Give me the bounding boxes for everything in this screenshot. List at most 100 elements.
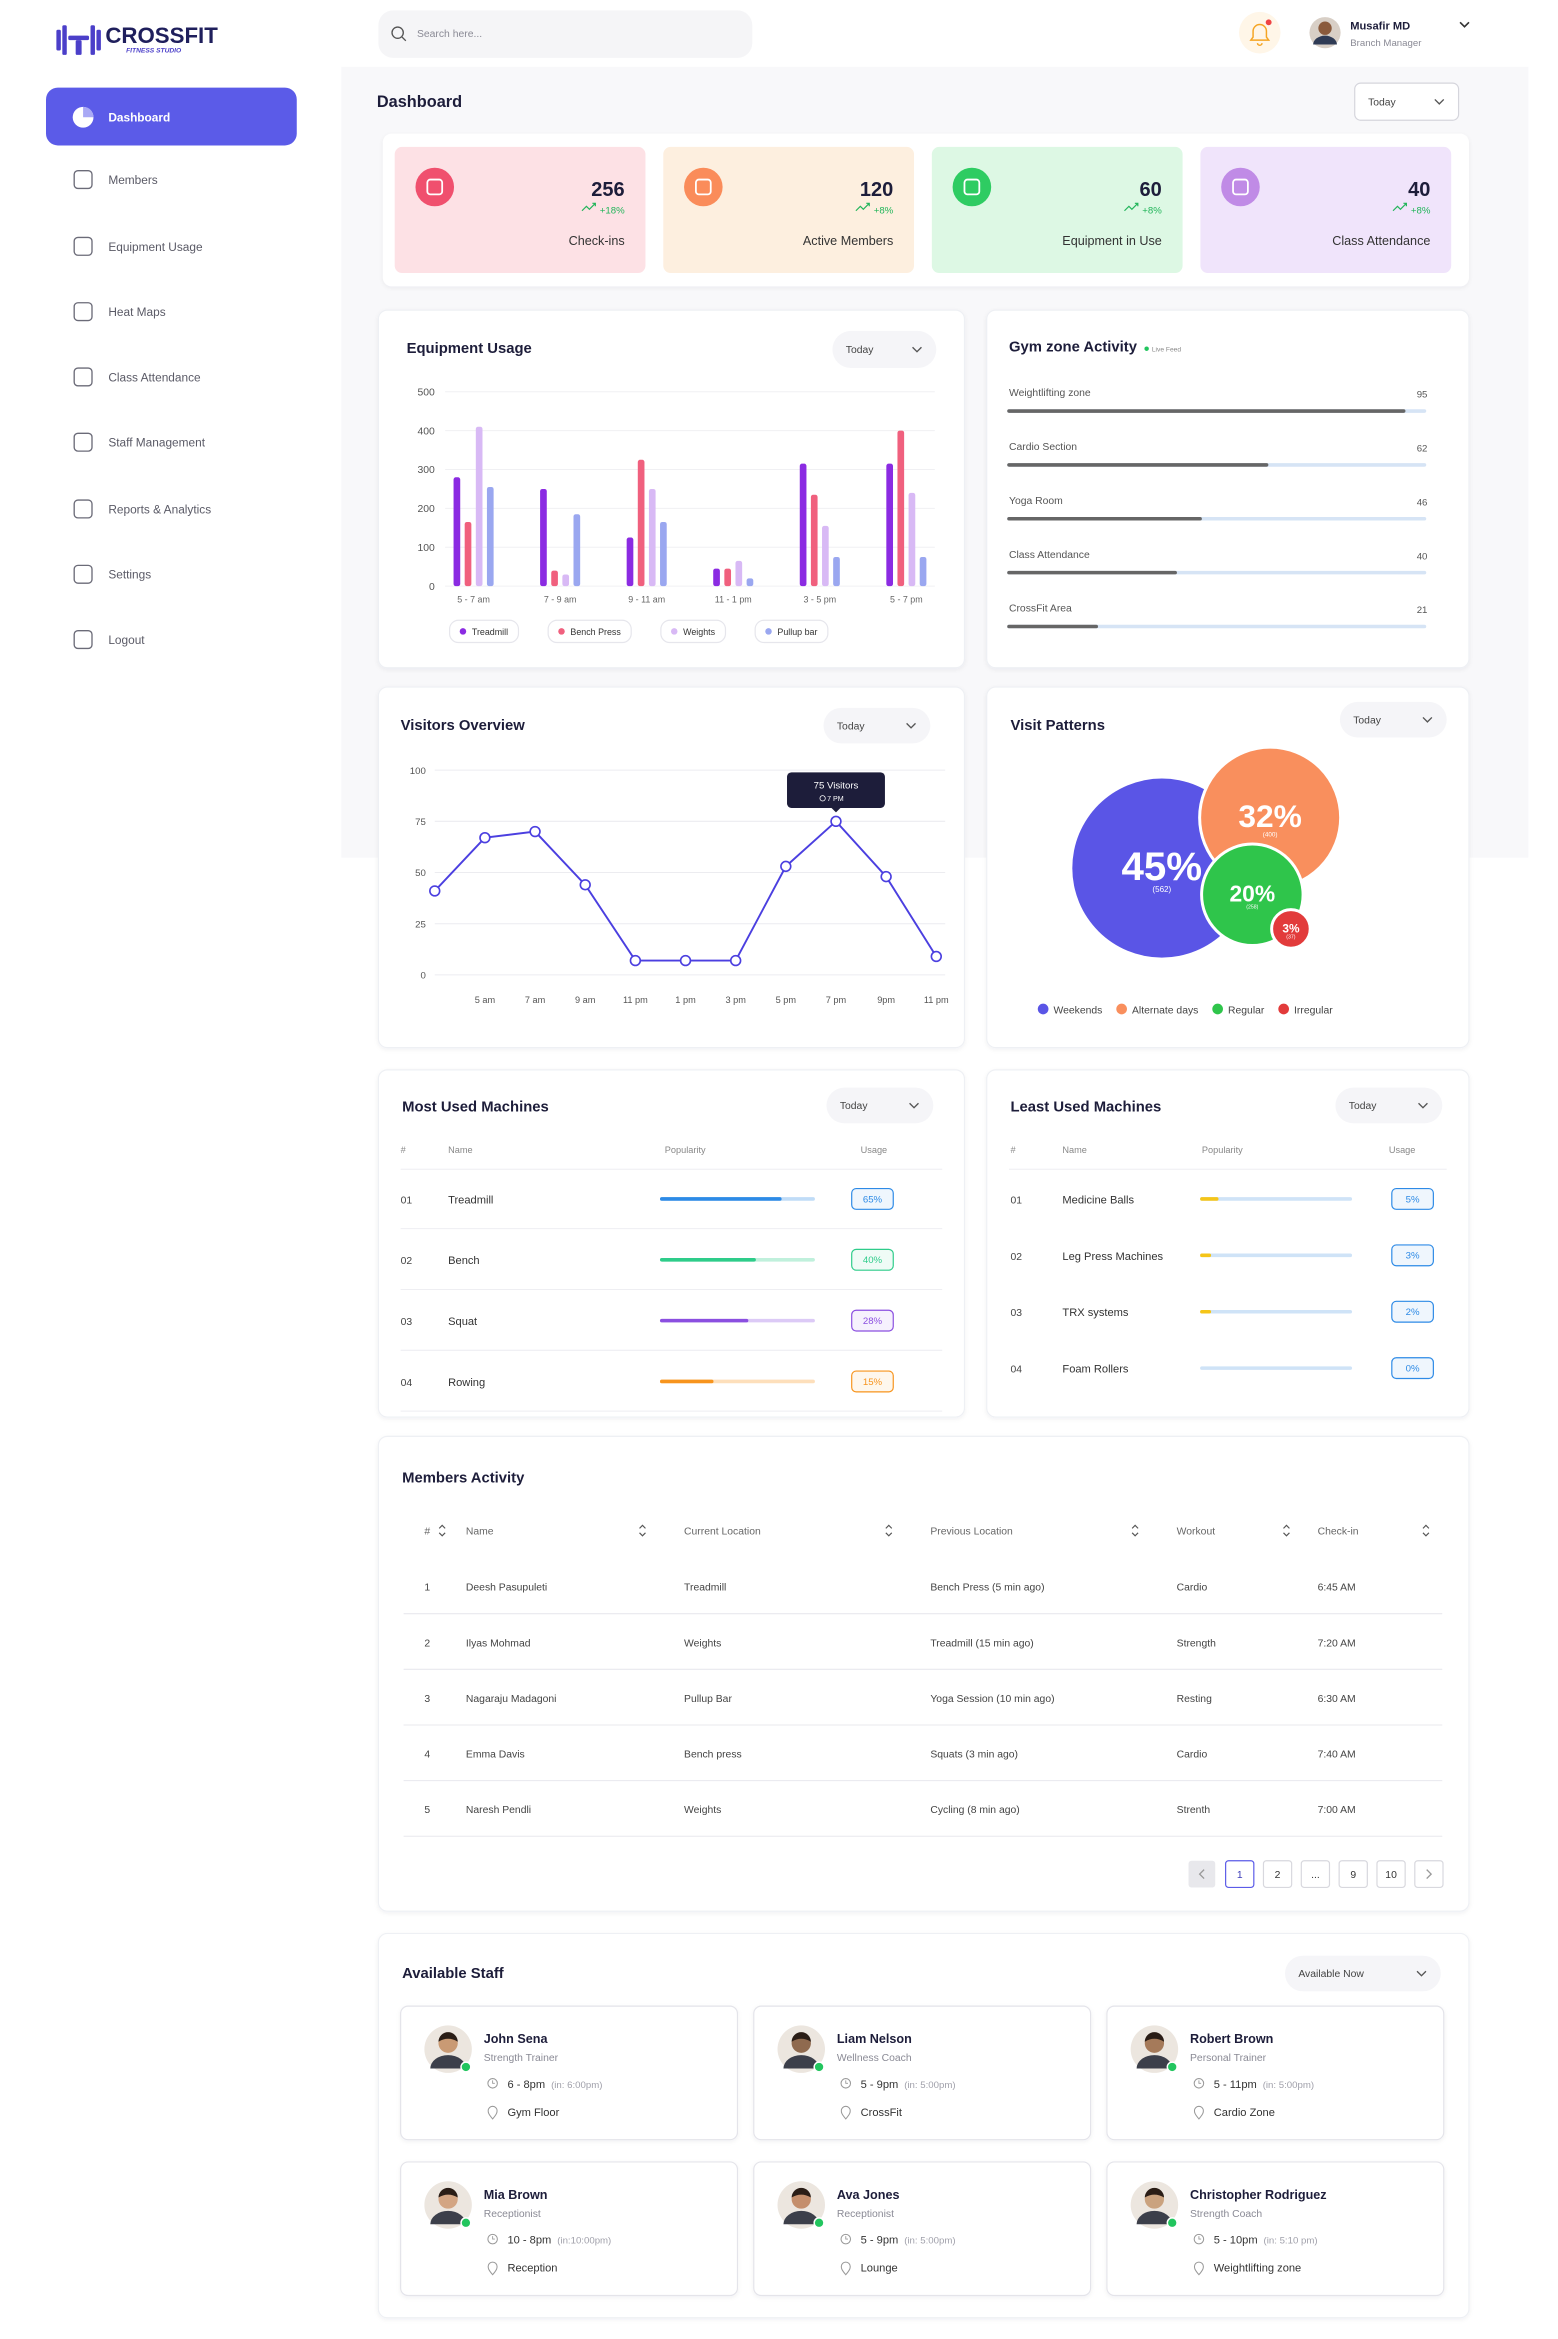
tooltip-subtitle: 7 PM	[827, 795, 844, 803]
tooltip-title: 75 Visitors	[814, 781, 859, 792]
sort-icon[interactable]	[1283, 1524, 1290, 1537]
pagination: 1 2... 9 10	[1188, 1860, 1444, 1889]
logo-shape	[90, 25, 95, 55]
brand-name: CROSSFIT	[105, 23, 218, 48]
nav-item[interactable]: Class Attendance	[73, 367, 201, 387]
nav-item[interactable]: Dashboard	[45, 87, 297, 146]
column-header: #	[424, 1526, 430, 1537]
nav-item[interactable]: Heat Maps	[73, 302, 166, 322]
x-tick-label: 1 pm	[675, 995, 696, 1005]
bar	[486, 487, 494, 587]
user-menu[interactable]: Musafir MD Branch Manager	[1309, 17, 1470, 49]
nav-item[interactable]: Equipment Usage	[73, 236, 203, 256]
dropdown-box	[832, 330, 937, 369]
row-name: Foam Rollers	[1062, 1364, 1128, 1376]
nav-icon	[73, 170, 93, 190]
column-header: Usage	[1389, 1145, 1416, 1155]
sort-icon[interactable]	[639, 1524, 646, 1537]
status-dot	[813, 2217, 825, 2229]
usage-pill	[851, 1248, 894, 1271]
sort-icon[interactable]	[1131, 1524, 1139, 1537]
avatar-body	[430, 2210, 466, 2225]
sort-icon[interactable]	[885, 1524, 893, 1537]
card-title: Equipment Usage	[407, 341, 532, 357]
clock-icon	[487, 2078, 498, 2089]
table-cell: Bench press	[684, 1750, 742, 1761]
page-item[interactable]: 9	[1338, 1860, 1368, 1889]
tooltip-box	[787, 772, 885, 808]
page-item[interactable]: 1	[1225, 1860, 1255, 1889]
avatar-body	[783, 2210, 820, 2225]
nav-item[interactable]: Settings	[73, 564, 151, 584]
nav-item[interactable]: Members	[73, 170, 158, 190]
pin-icon	[1193, 2105, 1204, 2120]
kpi-label: Active Members	[803, 234, 893, 248]
table-cell: Treadmill	[684, 1583, 726, 1594]
page-item[interactable]: ...	[1300, 1860, 1331, 1889]
staff-time: 6 - 8pm	[507, 2079, 545, 2091]
column-header: Check-in	[1318, 1526, 1359, 1537]
dropdown-box	[1354, 82, 1460, 121]
bar	[453, 477, 461, 587]
dropdown-box	[1284, 1955, 1441, 1992]
bubble-label: 3%	[1282, 921, 1300, 935]
chevron-icon	[909, 1102, 919, 1109]
dropdown[interactable]: Today	[1339, 701, 1447, 738]
card-title: Visitors Overview	[401, 718, 526, 734]
nav-label: Equipment Usage	[108, 240, 203, 254]
dropdown-label: Today	[1349, 1101, 1377, 1112]
usage-pill	[851, 1309, 894, 1332]
chevron-icon	[1434, 98, 1445, 105]
staff-card: Robert Brown Personal Trainer 5 - 11pm (in:…	[1106, 2005, 1445, 2141]
dropdown[interactable]: Available Now	[1284, 1955, 1441, 1992]
search-icon	[401, 36, 407, 42]
dropdown[interactable]: Today	[1335, 1087, 1443, 1124]
legend-label: Alternate days	[1132, 1005, 1198, 1016]
table-cell: Cycling (8 min ago)	[930, 1805, 1019, 1816]
table-cell: Weights	[684, 1638, 721, 1649]
table-cell: 6:45 AM	[1318, 1583, 1356, 1594]
page-item[interactable]: 2	[1262, 1860, 1293, 1889]
zone-value: 21	[1417, 605, 1428, 616]
sort-icon[interactable]	[1422, 1524, 1430, 1537]
staff-location: Cardio Zone	[1214, 2107, 1275, 2119]
pagination-prev[interactable]	[1188, 1860, 1216, 1888]
search-field	[378, 10, 753, 58]
dropdown[interactable]: Today	[832, 330, 937, 369]
usage-label: 65%	[863, 1194, 883, 1205]
staff-card: Liam Nelson Wellness Coach 5 - 9pm (in: 5:0…	[753, 2005, 1092, 2141]
legend-dot	[670, 628, 678, 635]
dropdown[interactable]: Today	[1354, 82, 1460, 121]
sort-icon[interactable]	[438, 1524, 446, 1537]
pagination-next[interactable]	[1414, 1860, 1444, 1889]
card-title: Visit Patterns	[1010, 718, 1105, 734]
notification-bell[interactable]	[1238, 11, 1281, 54]
nav-item[interactable]: Logout	[73, 629, 145, 650]
dropdown[interactable]: Today	[823, 707, 931, 744]
nav-icon	[83, 106, 94, 118]
pin-icon	[487, 2261, 498, 2276]
page-item[interactable]: 10	[1376, 1860, 1406, 1889]
dropdown-label: Today	[1368, 97, 1396, 108]
bar	[822, 525, 829, 587]
staff-note: (in:10:00pm)	[557, 2236, 611, 2247]
table-cell: Ilyas Mohmad	[466, 1638, 531, 1649]
nav-item[interactable]: Reports & Analytics	[73, 499, 211, 519]
kpi-card	[1200, 146, 1452, 274]
search-box[interactable]: Search here...	[378, 10, 753, 58]
usage-pill	[1391, 1300, 1434, 1323]
staff-role: Strength Coach	[1190, 2209, 1262, 2220]
legend-label: Regular	[1228, 1005, 1265, 1016]
nav-item[interactable]: Staff Management	[73, 432, 206, 452]
page-label: 1	[1237, 1870, 1243, 1881]
dropdown[interactable]: Today	[826, 1087, 934, 1124]
legend-dot	[1212, 1003, 1223, 1015]
visitors-point	[930, 950, 942, 963]
clock-hand	[845, 2080, 848, 2084]
staff-card-bg	[400, 2005, 739, 2141]
dropdown-label: Today	[837, 721, 865, 732]
staff-time: 5 - 9pm	[861, 2079, 899, 2091]
